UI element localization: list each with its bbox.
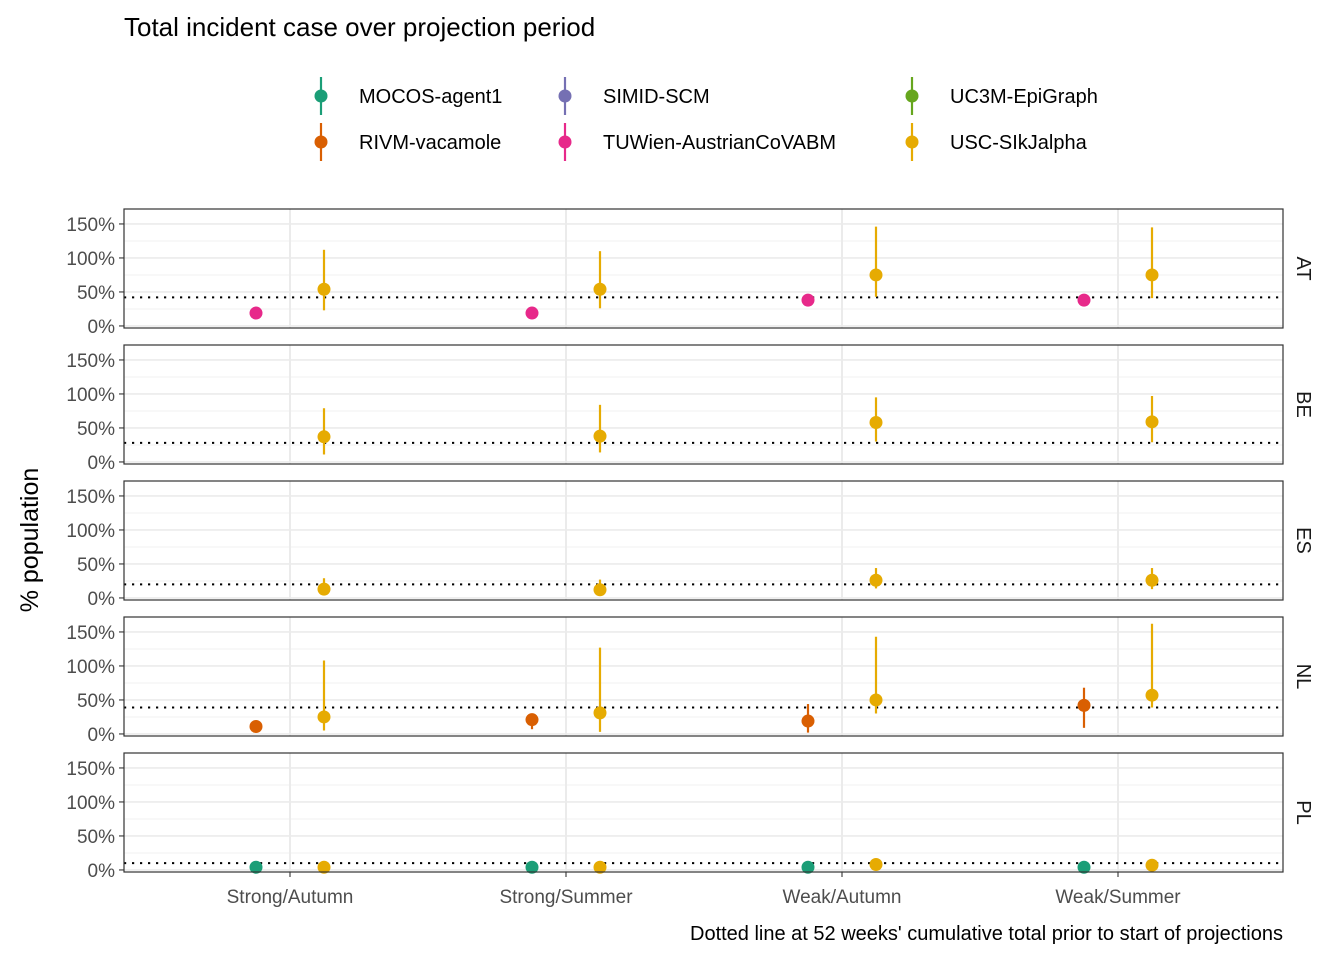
data-point (317, 282, 331, 296)
x-tick-label: Strong/Autumn (227, 887, 354, 908)
y-tick-label: 100% (66, 657, 115, 678)
legend-label: USC-SIkJalpha (950, 132, 1088, 154)
data-point (593, 282, 607, 296)
strip-label: AT (1292, 256, 1314, 280)
data-point (1145, 268, 1159, 282)
y-tick-label: 50% (77, 419, 115, 440)
data-point (801, 714, 815, 728)
legend: MOCOS-agent1 RIVM-vacamole SIMID-SCM TUWien… (314, 77, 1098, 161)
data-point (317, 582, 331, 596)
facet-panel: 0% 50% 100% 150% BE (66, 344, 1314, 474)
data-point (249, 306, 263, 320)
data-point (593, 429, 607, 443)
legend-item: RIVM-vacamole (314, 123, 501, 161)
data-point (869, 573, 883, 587)
data-point (525, 306, 539, 320)
legend-label: SIMID-SCM (603, 86, 710, 108)
y-tick-label: 150% (66, 623, 115, 644)
y-tick-label: 0% (88, 317, 116, 338)
strip-label: NL (1292, 664, 1314, 690)
y-tick-label: 100% (66, 793, 115, 814)
data-point (1145, 573, 1159, 587)
legend-key-point (314, 89, 328, 103)
legend-item: MOCOS-agent1 (314, 77, 502, 115)
y-tick-label: 50% (77, 827, 115, 848)
data-point (249, 860, 263, 874)
facet-panel: 0% 50% 100% 150% NL (66, 616, 1314, 746)
legend-key-point (558, 135, 572, 149)
data-point (525, 713, 539, 727)
y-tick-label: 50% (77, 555, 115, 576)
data-point (317, 860, 331, 874)
data-point (1145, 688, 1159, 702)
legend-label: UC3M-EpiGraph (950, 86, 1098, 108)
y-tick-label: 50% (77, 283, 115, 304)
data-point (593, 706, 607, 720)
panel-border (123, 616, 1284, 737)
y-tick-label: 150% (66, 351, 115, 372)
y-tick-label: 0% (88, 589, 116, 610)
y-tick-label: 100% (66, 385, 115, 406)
y-axis-label: % population (16, 468, 44, 613)
strip-label: BE (1292, 391, 1314, 418)
data-point (1145, 858, 1159, 872)
legend-key-point (905, 135, 919, 149)
legend-key-point (558, 89, 572, 103)
x-tick-label: Weak/Autumn (783, 887, 902, 908)
legend-label: RIVM-vacamole (359, 132, 501, 154)
data-point (869, 693, 883, 707)
data-point (869, 268, 883, 282)
facet-panels: 0% 50% 100% 150% AT 0% 50% 100% 150% BE 0% 50% 100% 1… (66, 208, 1314, 882)
data-point (317, 430, 331, 444)
facet-panel: 0% 50% 100% 150% ES (66, 480, 1314, 610)
panel-border (123, 208, 1284, 329)
x-tick-label: Weak/Summer (1055, 887, 1181, 908)
data-point (1145, 415, 1159, 429)
y-tick-label: 150% (66, 759, 115, 780)
y-tick-label: 150% (66, 215, 115, 236)
y-tick-label: 0% (88, 725, 116, 746)
legend-key-point (314, 135, 328, 149)
data-point (801, 860, 815, 874)
legend-item: SIMID-SCM (558, 77, 710, 115)
legend-item: TUWien-AustrianCoVABM (558, 123, 836, 161)
strip-label: PL (1292, 800, 1314, 824)
data-point (1077, 860, 1091, 874)
y-tick-label: 0% (88, 861, 116, 882)
data-point (801, 293, 815, 307)
data-point (593, 583, 607, 597)
facet-panel: 0% 50% 100% 150% AT (66, 208, 1314, 338)
data-point (1077, 698, 1091, 712)
data-point (249, 719, 263, 733)
x-tick-label: Strong/Summer (499, 887, 633, 908)
x-axis: Strong/Autumn Strong/Summer Weak/Autumn Wea… (227, 872, 1181, 908)
y-tick-label: 100% (66, 249, 115, 270)
legend-item: UC3M-EpiGraph (905, 77, 1098, 115)
y-tick-label: 50% (77, 691, 115, 712)
data-point (593, 860, 607, 874)
data-point (317, 710, 331, 724)
legend-item: USC-SIkJalpha (905, 123, 1088, 161)
chart-caption: Dotted line at 52 weeks' cumulative tota… (690, 923, 1283, 945)
data-point (869, 416, 883, 430)
data-point (1077, 293, 1091, 307)
panel-border (123, 752, 1284, 873)
chart-title: Total incident case over projection peri… (124, 12, 595, 42)
data-point (869, 858, 883, 872)
panel-border (123, 344, 1284, 465)
facet-panel: 0% 50% 100% 150% PL (66, 752, 1314, 882)
legend-label: MOCOS-agent1 (359, 86, 502, 108)
y-tick-label: 100% (66, 521, 115, 542)
y-tick-label: 150% (66, 487, 115, 508)
legend-key-point (905, 89, 919, 103)
data-point (525, 860, 539, 874)
strip-label: ES (1292, 527, 1314, 554)
panel-border (123, 480, 1284, 601)
legend-label: TUWien-AustrianCoVABM (603, 132, 836, 154)
y-tick-label: 0% (88, 453, 116, 474)
